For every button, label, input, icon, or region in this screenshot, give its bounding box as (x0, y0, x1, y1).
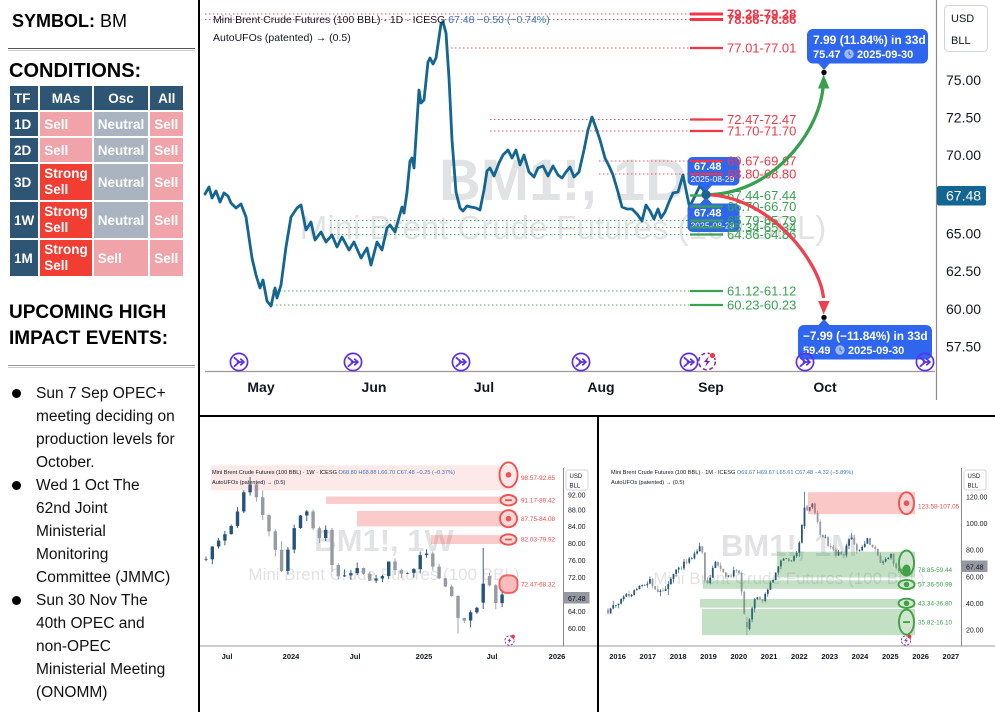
svg-text:60.00: 60.00 (568, 626, 586, 633)
svg-text:88.00: 88.00 (568, 508, 586, 515)
svg-text:Sep: Sep (698, 379, 724, 395)
svg-text:AutoUFOs (patented) → (0.5): AutoUFOs (patented) → (0.5) (212, 480, 286, 486)
svg-text:−7.99 (−11.84%) in 33d: −7.99 (−11.84%) in 33d (803, 329, 928, 343)
svg-text:123.58-107.05: 123.58-107.05 (918, 503, 960, 510)
svg-text:35.82-16.10: 35.82-16.10 (918, 619, 953, 626)
svg-text:2025-08-29: 2025-08-29 (691, 221, 735, 231)
svg-text:2018: 2018 (670, 652, 687, 661)
svg-text:AutoUFOs (patented) → (0.5): AutoUFOs (patented) → (0.5) (611, 480, 685, 486)
svg-text:60.23-60.23: 60.23-60.23 (727, 298, 796, 313)
svg-text:2023: 2023 (821, 652, 838, 661)
svg-text:100.00: 100.00 (966, 521, 988, 528)
svg-text:BLL: BLL (570, 484, 581, 490)
svg-text:2026: 2026 (549, 652, 566, 661)
svg-text:80.00: 80.00 (966, 548, 984, 555)
svg-text:57.36-50.99: 57.36-50.99 (918, 582, 953, 589)
svg-text:71.70-71.70: 71.70-71.70 (727, 124, 796, 139)
svg-text:67.48: 67.48 (694, 208, 722, 220)
svg-text:78.86-78.86: 78.86-78.86 (727, 12, 796, 27)
svg-text:80.00: 80.00 (568, 541, 586, 548)
svg-text:67.48: 67.48 (966, 565, 984, 572)
svg-text:82.03-79.92: 82.03-79.92 (521, 537, 556, 544)
svg-text:77.01-77.01: 77.01-77.01 (727, 41, 796, 56)
svg-text:2027: 2027 (943, 652, 960, 661)
svg-text:78.85-59.44: 78.85-59.44 (918, 567, 953, 574)
svg-text:75.00: 75.00 (946, 72, 981, 88)
svg-text:2025: 2025 (882, 652, 899, 661)
svg-text:Mini Brent Crude Futures (100: Mini Brent Crude Futures (100 BBL) · 1W … (212, 470, 455, 476)
svg-text:70.00: 70.00 (946, 147, 981, 163)
svg-text:Oct: Oct (813, 379, 837, 395)
svg-text:67.48: 67.48 (568, 596, 586, 603)
svg-text:2025-09-30: 2025-09-30 (848, 345, 904, 357)
svg-text:64.86-64.86: 64.86-64.86 (727, 227, 796, 242)
svg-text:92.00: 92.00 (568, 493, 586, 500)
svg-text:BLL: BLL (951, 35, 971, 47)
svg-text:62.50: 62.50 (946, 263, 981, 279)
svg-text:60.00: 60.00 (946, 301, 981, 317)
svg-text:87.75-84.08: 87.75-84.08 (521, 516, 556, 523)
svg-text:40.00: 40.00 (966, 601, 984, 608)
svg-text:72.47-68.32: 72.47-68.32 (521, 581, 556, 588)
svg-text:68.80-68.80: 68.80-68.80 (727, 167, 796, 182)
svg-text:USD: USD (570, 474, 583, 480)
svg-text:BM1!, 1M: BM1!, 1M (721, 528, 857, 563)
svg-text:61.12-61.12: 61.12-61.12 (727, 284, 796, 299)
svg-text:98.57-92.65: 98.57-92.65 (521, 475, 556, 482)
svg-text:USD: USD (951, 13, 974, 25)
svg-text:64.00: 64.00 (568, 609, 586, 616)
svg-text:72.47-72.47: 72.47-72.47 (727, 112, 796, 127)
svg-text:Mini Brent Crude Futures (100: Mini Brent Crude Futures (100 BBL) (248, 565, 519, 584)
svg-text:Aug: Aug (587, 379, 614, 395)
svg-text:2025: 2025 (416, 652, 433, 661)
svg-text:USD: USD (968, 474, 981, 480)
svg-text:57.50: 57.50 (946, 339, 981, 355)
svg-text:67.48: 67.48 (946, 188, 981, 204)
svg-text:2026: 2026 (912, 652, 929, 661)
svg-text:May: May (247, 379, 274, 395)
svg-text:75.47: 75.47 (813, 49, 841, 61)
svg-text:72.00: 72.00 (568, 575, 586, 582)
svg-text:60.00: 60.00 (966, 574, 984, 581)
svg-text:Jul: Jul (350, 652, 361, 661)
svg-text:BM1!, 1W: BM1!, 1W (314, 523, 454, 558)
svg-text:20.00: 20.00 (966, 628, 984, 635)
svg-text:91.17-89.42: 91.17-89.42 (521, 497, 556, 504)
svg-text:2024: 2024 (852, 652, 870, 661)
svg-text:2017: 2017 (640, 652, 657, 661)
svg-text:2021: 2021 (761, 652, 778, 661)
svg-text:Mini Brent Crude Futures (100: Mini Brent Crude Futures (100 BBL) · 1M … (611, 470, 853, 476)
svg-text:76.00: 76.00 (568, 558, 586, 565)
svg-text:43.34-36.80: 43.34-36.80 (918, 601, 953, 608)
svg-text:BLL: BLL (968, 484, 979, 490)
svg-text:2025-08-29: 2025-08-29 (691, 174, 735, 184)
svg-text:120.00: 120.00 (966, 495, 988, 502)
svg-text:2016: 2016 (609, 652, 626, 661)
svg-text:67.44-67.44: 67.44-67.44 (727, 188, 796, 203)
svg-text:67.48: 67.48 (694, 161, 722, 173)
svg-text:BM1!, 1D: BM1!, 1D (439, 148, 687, 213)
svg-text:72.50: 72.50 (946, 110, 981, 126)
svg-text:59.49: 59.49 (803, 345, 831, 357)
svg-text:65.00: 65.00 (946, 226, 981, 242)
svg-text:2024: 2024 (283, 652, 301, 661)
svg-text:Jun: Jun (362, 379, 387, 395)
svg-text:2025-09-30: 2025-09-30 (857, 49, 913, 61)
svg-text:2020: 2020 (730, 652, 747, 661)
svg-text:Mini Brent Crude Futures (100: Mini Brent Crude Futures (100 BBL) (653, 569, 924, 588)
svg-text:7.99 (11.84%) in 33d: 7.99 (11.84%) in 33d (813, 33, 926, 47)
svg-text:Jul: Jul (474, 379, 494, 395)
svg-text:Jul: Jul (222, 652, 233, 661)
svg-text:79.28-79.28: 79.28-79.28 (727, 7, 796, 22)
svg-text:Jul: Jul (487, 652, 498, 661)
svg-text:84.00: 84.00 (568, 524, 586, 531)
svg-text:2022: 2022 (791, 652, 808, 661)
svg-text:Mini Brent Crude Futures (100: Mini Brent Crude Futures (100 BBL) · 1D … (213, 14, 550, 26)
svg-text:2019: 2019 (700, 652, 717, 661)
svg-text:AutoUFOs (patented) → (0.5): AutoUFOs (patented) → (0.5) (213, 32, 351, 44)
